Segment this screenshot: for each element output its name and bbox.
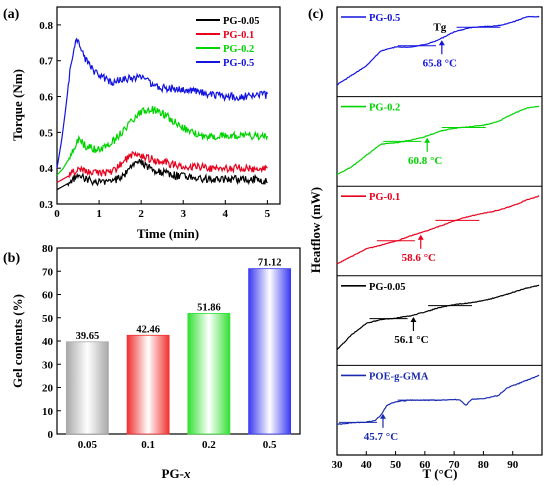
legend-entry: PG-0.2 xyxy=(369,103,400,114)
panel-a-legend: PG-0.05 PG-0.1 PG-0.2 PG-0.5 xyxy=(196,16,259,69)
tg-arrowhead xyxy=(410,316,417,322)
x-tick-label: 0 xyxy=(54,208,60,220)
panel-b-bars: 39.65 42.46 51.86 71.12 xyxy=(65,258,292,435)
x-tick-label: 3 xyxy=(180,208,186,220)
panel-c-separators xyxy=(337,96,542,366)
tg-value-label: 56.1 °C xyxy=(394,334,428,346)
legend-entry: PG-0.05 xyxy=(369,282,405,293)
panel-a-ticks: 0 1 2 3 4 5 0.3 0.4 0.5 0.6 0.7 0.8 xyxy=(39,20,270,220)
x-tick-label: 5 xyxy=(265,208,271,220)
tg-value-label: 58.6 °C xyxy=(402,252,436,264)
legend-entry: PG-0.5 xyxy=(369,13,400,24)
x-tick-label: 30 xyxy=(332,459,344,471)
y-tick-label: 0.5 xyxy=(39,127,53,139)
y-tick-label: 10 xyxy=(42,406,54,418)
y-tick-label: 60 xyxy=(42,290,54,302)
panel-a-label: (a) xyxy=(3,7,20,22)
bar-0.5 xyxy=(248,268,292,435)
panel-c-xlabel: T (°C) xyxy=(423,466,458,481)
tg-value-label: 65.8 °C xyxy=(423,57,457,69)
y-tick-label: 20 xyxy=(42,383,54,395)
panel-a-ylabel: Torque (Nm) xyxy=(10,69,25,141)
legend-entry: POE-g-GMA xyxy=(369,371,429,382)
x-tick-label: 4 xyxy=(223,208,229,220)
panel-a-series xyxy=(56,37,268,191)
heatflow-line-pg-0-1 xyxy=(336,195,540,265)
x-tick-label: 1 xyxy=(96,208,102,220)
y-tick-label: 40 xyxy=(42,336,54,348)
heatflow-line-pg-0-2 xyxy=(336,105,540,176)
panel-b-xlabel-italic: x xyxy=(183,466,191,481)
panel-c-ticks: 30 40 50 60 70 80 90 xyxy=(332,451,519,471)
legend-entry: PG-0.2 xyxy=(223,44,254,55)
heatflow-line-pg-0-05 xyxy=(336,284,540,351)
series-line-pg-0-1 xyxy=(56,150,268,184)
heatflow-line-pg-0-5 xyxy=(336,15,540,86)
y-tick-label: 0 xyxy=(48,429,54,441)
x-tick-label: 2 xyxy=(138,208,144,220)
panel-b-label: (b) xyxy=(3,251,20,266)
tg-marker-label: Tg xyxy=(433,21,446,33)
x-tick-label: 0.2 xyxy=(202,439,216,451)
x-tick-label: 70 xyxy=(449,459,461,471)
y-tick-label: 0.6 xyxy=(39,92,53,104)
bar-0.1 xyxy=(126,334,170,435)
panel-b-ylabel: Gel contents (%) xyxy=(10,294,25,388)
series-line-pg-0-2 xyxy=(56,105,268,176)
tg-arrowhead xyxy=(424,137,431,143)
y-tick-label: 30 xyxy=(42,359,54,371)
panel-b: (b) 0 10 20 30 40 50 60 70 80 0.05 0.1 0.2 0.5 39.65… xyxy=(3,243,301,481)
x-tick-label: 0.1 xyxy=(141,439,155,451)
panel-c-ylabel: Heatflow (mW) xyxy=(308,187,323,273)
x-tick-label: 90 xyxy=(507,459,519,471)
x-tick-label: 50 xyxy=(390,459,402,471)
tg-arrowhead xyxy=(417,234,424,240)
tg-value-label: 45.7 °C xyxy=(364,431,398,443)
tg-arrowhead xyxy=(438,40,445,46)
panel-b-ticks: 0 10 20 30 40 50 60 70 80 0.05 0.1 0.2 0.5 xyxy=(42,243,277,451)
x-tick-label: 40 xyxy=(361,459,373,471)
x-tick-label: 0.05 xyxy=(78,439,98,451)
y-tick-label: 0.8 xyxy=(39,20,53,32)
y-tick-label: 0.3 xyxy=(39,199,53,211)
legend-entry: PG-0.1 xyxy=(223,30,254,41)
panel-c: (c) 30 40 50 60 70 80 90 PG-0.5 65.8 °C Tg PG-0.2… xyxy=(308,6,543,481)
x-tick-label: 80 xyxy=(478,459,490,471)
panel-a-xlabel: Time (min) xyxy=(137,226,199,241)
legend-entry: PG-0.5 xyxy=(223,58,254,69)
panel-a: (a) 0 1 2 3 4 50.30.40.50.60.70.8 PG-0.05PG-0… xyxy=(3,6,281,241)
bar-value-label: 39.65 xyxy=(76,331,100,342)
legend-entry: PG-0.1 xyxy=(369,192,400,203)
y-tick-label: 0.4 xyxy=(39,163,53,175)
bar-value-label: 42.46 xyxy=(136,324,160,335)
bar-0.05 xyxy=(65,341,109,435)
y-tick-label: 70 xyxy=(42,266,54,278)
panel-c-label: (c) xyxy=(308,7,324,22)
panel-a-frame xyxy=(56,6,281,205)
series-line-pg-0-05 xyxy=(56,158,268,191)
legend-entry: PG-0.05 xyxy=(223,16,259,27)
tg-arrowhead xyxy=(379,413,386,419)
panel-c-series: PG-0.5 65.8 °C Tg PG-0.2 60.8 °C PG-0.1 58.6 °… xyxy=(336,13,540,443)
bar-value-label: 51.86 xyxy=(197,302,221,313)
y-tick-label: 50 xyxy=(42,313,54,325)
bar-0.2 xyxy=(187,313,231,435)
y-tick-label: 80 xyxy=(42,243,54,255)
tg-value-label: 60.8 °C xyxy=(408,155,442,167)
panel-b-xlabel-prefix: PG- xyxy=(162,466,184,481)
x-tick-label: 0.5 xyxy=(263,439,277,451)
series-line-pg-0-5 xyxy=(56,37,268,169)
y-tick-label: 0.7 xyxy=(39,56,53,68)
bar-value-label: 71.12 xyxy=(258,258,282,269)
panel-c-frame xyxy=(336,6,543,456)
panel-b-xlabel: PG-x xyxy=(162,466,191,481)
x-tick-label: 60 xyxy=(419,459,431,471)
